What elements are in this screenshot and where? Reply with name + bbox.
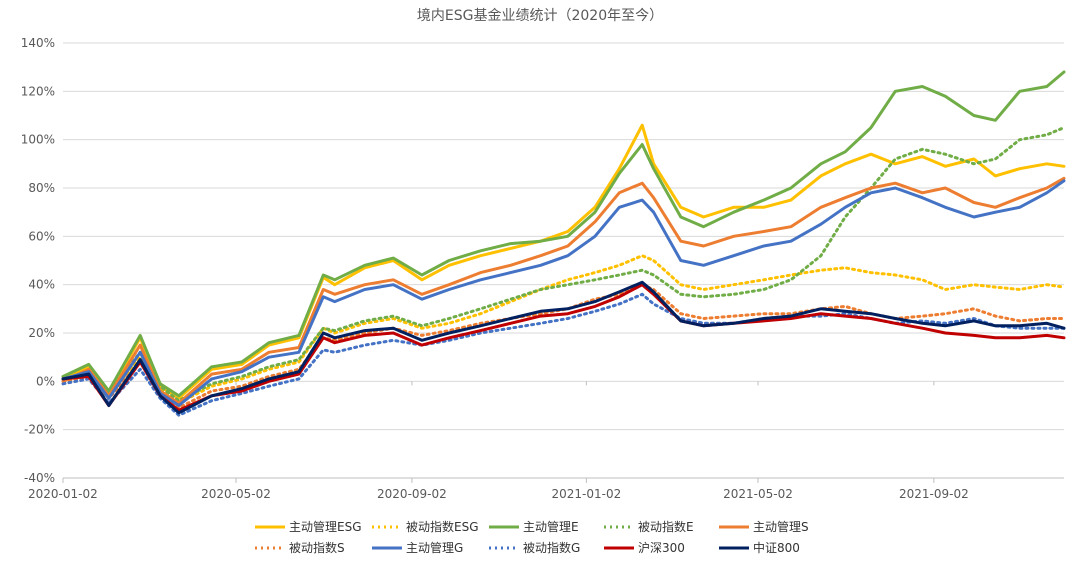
legend-label: 被动指数G xyxy=(523,540,580,555)
series-line-被动指数ESG xyxy=(61,254,1066,405)
x-tick-label: 2021-09-02 xyxy=(899,487,969,501)
legend-item: 被动指数S xyxy=(255,540,345,555)
legend-item: 沪深300 xyxy=(604,541,685,555)
x-axis: 2020-01-02 2020-05-02 2020-09-02 2021-01-02… xyxy=(28,381,1064,501)
y-tick-label: 140% xyxy=(21,36,55,50)
y-tick-label: 40% xyxy=(28,278,55,292)
legend-label: 被动指数E xyxy=(638,519,694,534)
y-tick-label: 60% xyxy=(28,229,55,243)
legend-label: 主动管理G xyxy=(406,540,463,555)
series-line-主动管理S xyxy=(61,176,1066,405)
series-line-主动管理ESG xyxy=(61,123,1066,400)
y-tick-label: 20% xyxy=(28,326,55,340)
series-line-主动管理G xyxy=(61,179,1066,407)
y-tick-label: -40% xyxy=(24,471,55,485)
chart-title: 境内ESG基金业绩统计（2020年至今） xyxy=(417,7,663,24)
x-tick-label: 2021-01-02 xyxy=(552,487,622,501)
legend-label: 主动管理E xyxy=(523,519,579,534)
legend-item: 被动指数ESG xyxy=(372,519,479,534)
legend: 主动管理ESG 被动指数ESG 主动管理E 被动指数E 主动管理S 被动指数S 主动管理G 被… xyxy=(255,519,809,555)
legend-label: 被动指数S xyxy=(289,540,345,555)
y-axis-tick-labels: 140% 120% 100% 80% 60% 40% 20% 0% -20% -40% xyxy=(21,36,55,485)
series-line-被动指数E xyxy=(61,126,1066,403)
legend-label: 沪深300 xyxy=(638,541,685,555)
series-line-主动管理E xyxy=(61,70,1066,398)
x-tick-label: 2021-05-02 xyxy=(723,487,793,501)
legend-item: 主动管理G xyxy=(372,540,463,555)
y-tick-label: 100% xyxy=(21,133,55,147)
legend-label: 中证800 xyxy=(753,540,800,555)
legend-label: 主动管理ESG xyxy=(289,519,362,534)
y-tick-label: -20% xyxy=(24,423,55,437)
y-tick-label: 80% xyxy=(28,181,55,195)
y-tick-label: 0% xyxy=(36,374,55,388)
x-tick-label: 2020-05-02 xyxy=(201,487,271,501)
legend-item: 主动管理ESG xyxy=(255,519,362,534)
x-tick-label: 2020-01-02 xyxy=(28,487,98,501)
legend-item: 主动管理S xyxy=(719,519,809,534)
legend-label: 被动指数ESG xyxy=(406,519,479,534)
x-tick-label: 2020-09-02 xyxy=(377,487,447,501)
legend-item: 中证800 xyxy=(719,540,800,555)
legend-label: 主动管理S xyxy=(753,519,809,534)
y-tick-label: 120% xyxy=(21,84,55,98)
series-lines xyxy=(61,70,1066,417)
series-line-中证800 xyxy=(61,280,1066,415)
legend-item: 被动指数G xyxy=(489,540,580,555)
legend-item: 主动管理E xyxy=(489,519,579,534)
series-line-被动指数S xyxy=(61,283,1066,410)
y-gridlines xyxy=(63,42,1064,479)
legend-item: 被动指数E xyxy=(604,519,694,534)
